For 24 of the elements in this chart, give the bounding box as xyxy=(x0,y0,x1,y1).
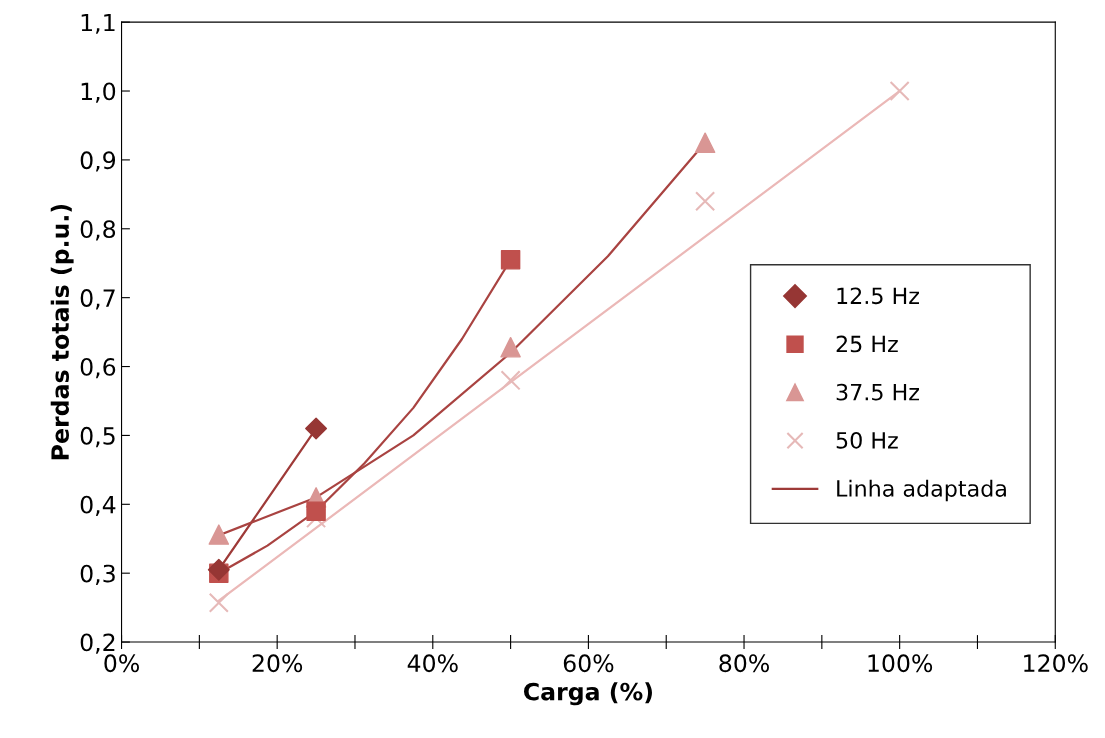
legend-label: Linha adaptada xyxy=(837,479,1006,502)
y-tick-label: 0,3 xyxy=(80,564,115,585)
x-axis-title: Carga (%) xyxy=(523,682,652,706)
y-tick-label: 0,4 xyxy=(80,495,116,517)
y-tick-label: 0,5 xyxy=(80,426,115,448)
x-tick-label: 60% xyxy=(563,654,614,673)
x-tick-label: 0% xyxy=(104,654,139,673)
x-tick-label: 20% xyxy=(252,654,303,673)
legend-label: 37.5 Hz xyxy=(836,383,919,401)
y-tick-label: 0,6 xyxy=(80,357,116,379)
y-tick-label: 0,9 xyxy=(80,151,116,172)
y-tick-label: 0,2 xyxy=(80,633,115,654)
x-tick-label: 40% xyxy=(407,654,458,673)
y-tick-label: 0,8 xyxy=(80,220,116,241)
legend-label: 25 Hz xyxy=(836,335,898,353)
legend-label: 50 Hz xyxy=(836,431,898,449)
y-tick-label: 1,1 xyxy=(81,13,115,34)
y-tick-label: 0,7 xyxy=(80,289,115,310)
x-tick-label: 80% xyxy=(719,654,769,673)
y-tick-label: 1,0 xyxy=(81,82,116,103)
y-axis-title: Perdas totais (p.u.) xyxy=(50,204,74,460)
x-tick-label: 120% xyxy=(1024,654,1088,673)
x-tick-label: 100% xyxy=(868,654,933,673)
legend-label: 12.5 Hz xyxy=(837,287,919,305)
